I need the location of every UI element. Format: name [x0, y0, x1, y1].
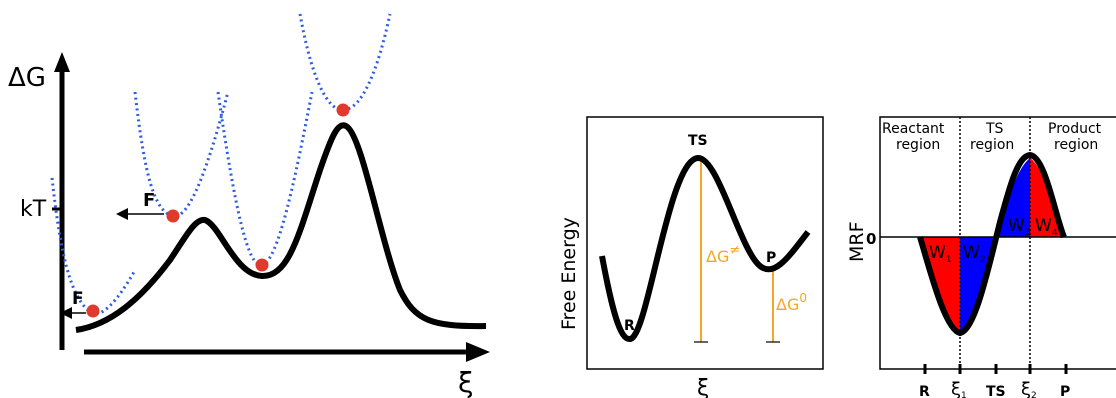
panel-b-p-label: P	[766, 250, 776, 266]
particle-4	[336, 103, 350, 117]
panel-b-r-label: R	[624, 318, 635, 334]
panel-a-x-label: ξ	[458, 366, 474, 398]
dg-0-label: ΔG0	[776, 291, 807, 314]
panel-c-y-label: MRF	[846, 221, 868, 262]
panel-b-x-label: ξ	[697, 376, 709, 398]
w1-label: W1	[929, 243, 952, 265]
tick-xi2-text: ξ	[1021, 379, 1031, 398]
region-reactant-line1: Reactant	[882, 121, 945, 137]
particle-1	[86, 304, 100, 318]
w4-sub: 4	[1052, 228, 1058, 238]
tick-p-label: P	[1060, 384, 1070, 398]
particle-3	[255, 258, 269, 272]
panel-a-bias-potentials	[50, 13, 392, 316]
tick-ts-label: TS	[986, 384, 1006, 398]
dg-0-sup: 0	[799, 291, 807, 305]
tick-r-label: R	[919, 384, 930, 398]
panel-a-free-energy-curve	[75, 122, 487, 333]
panel-c-x-ticks	[923, 364, 1068, 374]
tick-xi1-label: ξ1	[951, 379, 967, 398]
w3-sub: 3	[1025, 228, 1031, 238]
tick-xi1-text: ξ	[951, 379, 961, 398]
area-w2	[960, 237, 995, 332]
panel-a: ΔG kT ξ F F	[8, 13, 490, 398]
force-label-1: F	[72, 289, 84, 309]
region-reactant-line2: region	[896, 137, 940, 153]
panel-b: Free Energy ξ TS R P ΔG≠ ΔG0	[558, 116, 824, 398]
panel-c-zero-label: 0	[866, 230, 876, 248]
bias-well-4	[298, 13, 392, 112]
panel-a-kt-label: kT	[20, 197, 47, 222]
tick-xi1-sub: 1	[961, 391, 967, 398]
w3-label: W3	[1008, 216, 1031, 238]
w2-label: W2	[963, 243, 986, 265]
w1-sub: 1	[946, 255, 952, 265]
dg-ts-text: ΔG	[706, 247, 729, 266]
panel-a-y-label: ΔG	[8, 63, 46, 93]
panel-c: MRF 0 Reactant region TS region Product …	[846, 116, 1116, 398]
dg-ts-label: ΔG≠	[706, 243, 740, 266]
panel-b-y-label: Free Energy	[558, 217, 580, 330]
w1-text: W	[929, 243, 946, 263]
w3-text: W	[1008, 216, 1025, 236]
panel-a-x-arrowhead	[466, 342, 490, 362]
panel-b-energy-curve	[599, 155, 811, 342]
particle-2	[166, 209, 180, 223]
w4-label: W4	[1035, 216, 1058, 238]
panel-c-mrf-curve	[917, 152, 1067, 336]
w2-text: W	[963, 243, 980, 263]
force-label-2: F	[143, 190, 155, 211]
region-product-line2: region	[1054, 137, 1098, 153]
tick-xi2-label: ξ2	[1021, 379, 1037, 398]
panel-c-frame	[879, 116, 1116, 370]
w4-text: W	[1035, 216, 1052, 236]
region-ts-line1: TS	[985, 121, 1004, 137]
region-ts-line2: region	[970, 137, 1014, 153]
dg-0-text: ΔG	[776, 295, 799, 314]
tick-xi2-sub: 2	[1031, 391, 1037, 398]
region-product-line1: Product	[1048, 121, 1102, 137]
panel-a-y-arrowhead	[54, 52, 70, 72]
dg-ts-sup: ≠	[729, 243, 740, 258]
w2-sub: 2	[980, 255, 986, 265]
panel-b-ts-label: TS	[688, 133, 708, 149]
